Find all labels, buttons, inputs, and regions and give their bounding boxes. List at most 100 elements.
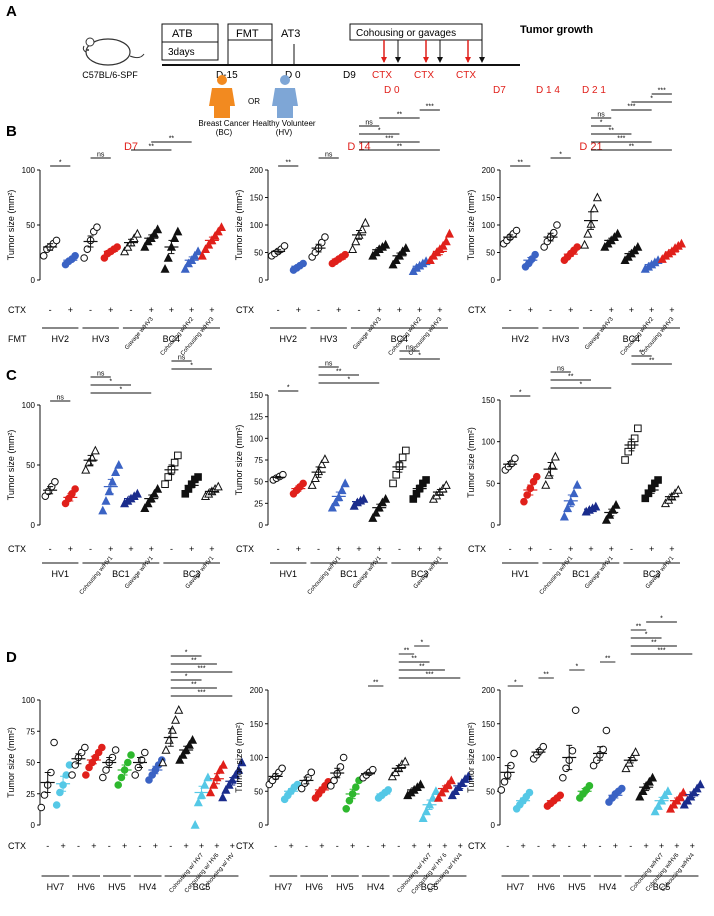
data-point	[438, 240, 448, 250]
ctx-sign: +	[296, 544, 301, 554]
significance-label: ns	[325, 361, 333, 368]
ctx-sign: -	[89, 305, 92, 315]
group-1	[289, 479, 307, 498]
y-tick-label: 200	[250, 166, 264, 175]
ctx-sign: -	[629, 841, 632, 851]
ctx-sign: +	[458, 841, 463, 851]
data-point	[320, 454, 330, 463]
data-point	[525, 788, 534, 797]
significance-label: **	[419, 664, 425, 671]
data-point	[143, 498, 153, 508]
group-8	[621, 747, 641, 773]
data-point	[280, 242, 289, 250]
ctx-sign: -	[317, 305, 320, 315]
significance-label: *	[514, 680, 517, 687]
group-5	[342, 776, 363, 813]
ctx-arrow-head	[423, 57, 429, 63]
ctx-sign: +	[669, 305, 674, 315]
ctx-sign: -	[89, 544, 92, 554]
data-point	[174, 705, 184, 714]
y-tick-label: 25	[254, 499, 263, 508]
data-point	[512, 226, 521, 235]
group-6	[389, 446, 410, 488]
data-point	[299, 479, 307, 488]
data-point	[213, 481, 223, 491]
significance-label: ns	[597, 112, 605, 119]
ctx-row-label: CTX	[8, 544, 26, 554]
group-9	[175, 735, 198, 764]
data-point	[209, 780, 219, 789]
data-point	[418, 813, 428, 823]
group-name: HV4	[599, 882, 617, 892]
group-10	[650, 786, 673, 816]
ctx-sign: -	[506, 841, 509, 851]
data-point	[52, 801, 61, 809]
ctx-sign: +	[381, 841, 386, 851]
group-10	[190, 772, 213, 829]
group-0	[41, 478, 59, 501]
ctx-sign: +	[60, 841, 65, 851]
data-point	[444, 228, 455, 238]
group-1	[280, 780, 302, 804]
significance-label: **	[285, 160, 291, 167]
data-point	[336, 763, 345, 771]
data-point	[140, 242, 150, 251]
chart-d3: 0 50 100 150 200 Tumor size (mm²) - + - + - + - + - + + C…	[466, 616, 705, 893]
data-point	[631, 747, 641, 756]
group-name: BC4	[391, 334, 409, 344]
ctx-sign: +	[336, 544, 341, 554]
data-point	[170, 458, 179, 467]
d0-black: D 0	[285, 70, 301, 81]
group-name: BC5	[193, 882, 211, 892]
group-5	[368, 239, 391, 260]
significance-label: ***	[197, 666, 205, 673]
data-point	[398, 453, 407, 462]
ctx-sign: +	[649, 544, 654, 554]
data-point	[562, 764, 570, 773]
group-6	[620, 242, 643, 264]
significance-label: **	[336, 369, 342, 376]
data-point	[101, 496, 111, 505]
ctx-sign: -	[46, 841, 49, 851]
group-5	[601, 500, 621, 524]
ctx-sign: +	[199, 841, 204, 851]
data-point	[648, 772, 658, 782]
atb-label: ATB	[172, 28, 193, 40]
group-6	[388, 243, 411, 269]
group-11	[434, 775, 456, 802]
data-point	[500, 778, 509, 786]
data-point	[678, 787, 688, 797]
ctx-row-label: CTX	[236, 544, 254, 554]
data-point	[341, 250, 349, 259]
data-point	[190, 820, 200, 829]
group-0	[39, 236, 61, 260]
ctx-sign: +	[319, 841, 324, 851]
group-4	[99, 746, 120, 782]
red-d7: D7	[493, 85, 506, 96]
significance-label: ns	[557, 366, 565, 373]
group-name: HV2	[279, 334, 297, 344]
bc-line2: (BC)	[216, 128, 233, 137]
ctx-sign: +	[377, 544, 382, 554]
group-7	[641, 476, 662, 503]
ctx-arrow-head	[381, 57, 387, 63]
ctx-sign: -	[130, 305, 133, 315]
ctx-sign: -	[590, 305, 593, 315]
group-1	[52, 761, 74, 809]
significance-label: *	[287, 385, 290, 392]
group-0	[497, 749, 518, 794]
group-name: BC4	[623, 334, 641, 344]
group-3	[311, 778, 333, 802]
data-point	[592, 192, 602, 202]
data-point	[630, 434, 639, 443]
group-1	[520, 472, 541, 506]
data-point	[371, 507, 381, 517]
ctx-sign: +	[690, 841, 695, 851]
data-point	[127, 751, 135, 759]
or-label: OR	[248, 97, 260, 106]
data-point	[132, 228, 142, 238]
y-tick-label: 50	[486, 249, 495, 258]
data-point	[56, 788, 64, 797]
data-point	[80, 254, 88, 262]
data-point	[384, 786, 392, 794]
